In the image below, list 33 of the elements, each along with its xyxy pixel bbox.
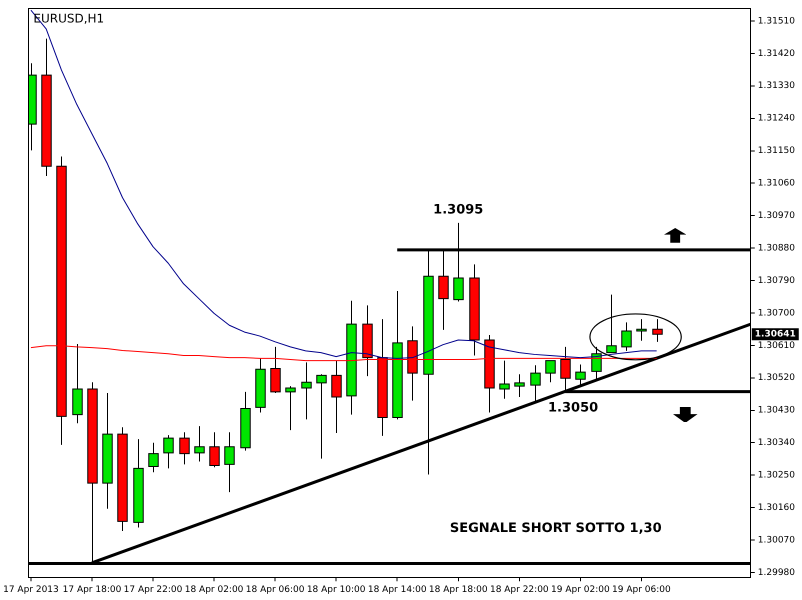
y-tick-label: 1.30070 bbox=[758, 535, 796, 546]
annotation: 1.3050 bbox=[548, 400, 598, 416]
x-tick-label: 19 Apr 06:00 bbox=[612, 584, 672, 595]
y-tick-label: 1.30610 bbox=[758, 340, 796, 351]
x-tick-label: 18 Apr 06:00 bbox=[246, 584, 305, 595]
y-tick-label: 1.31060 bbox=[758, 178, 796, 189]
y-tick-label: 1.30520 bbox=[758, 373, 796, 384]
x-tick-label: 18 Apr 22:00 bbox=[490, 584, 549, 595]
y-tick-label: 1.31150 bbox=[758, 146, 796, 156]
x-tick-label: 18 Apr 02:00 bbox=[184, 584, 244, 595]
x-tick-label: 17 Apr 18:00 bbox=[62, 584, 122, 595]
annotation: 1.3095 bbox=[433, 202, 484, 218]
y-tick-label: 1.30250 bbox=[758, 470, 796, 481]
x-tick-label: 18 Apr 18:00 bbox=[428, 584, 488, 595]
annotation: SEGNALE SHORT SOTTO 1,30 bbox=[450, 521, 662, 536]
y-tick-label: 1.30160 bbox=[758, 502, 796, 513]
y-tick-label: 1.31330 bbox=[758, 81, 796, 92]
text: 1.30641 bbox=[754, 330, 796, 340]
y-tick-label: 1.29980 bbox=[758, 568, 796, 578]
y-tick-label: 1.31510 bbox=[758, 16, 796, 26]
x-tick-label: 19 Apr 02:00 bbox=[551, 584, 610, 595]
y-tick-label: 1.30970 bbox=[758, 211, 796, 222]
y-tick-label: 1.31240 bbox=[758, 114, 796, 124]
y-tick-label: 1.30700 bbox=[758, 308, 796, 318]
x-tick-label: 17 Apr 22:00 bbox=[124, 584, 183, 595]
y-tick-label: 1.30430 bbox=[758, 406, 796, 416]
y-tick-label: 1.30880 bbox=[758, 243, 796, 254]
x-tick-label: 18 Apr 10:00 bbox=[306, 584, 366, 595]
x-tick-label: 18 Apr 14:00 bbox=[368, 584, 427, 595]
y-tick-label: 1.30340 bbox=[758, 438, 796, 448]
y-tick-label: 1.31420 bbox=[758, 48, 796, 59]
x-tick-label: 17 Apr 2013 bbox=[3, 584, 59, 595]
y-tick-label: 1.30790 bbox=[758, 276, 796, 286]
